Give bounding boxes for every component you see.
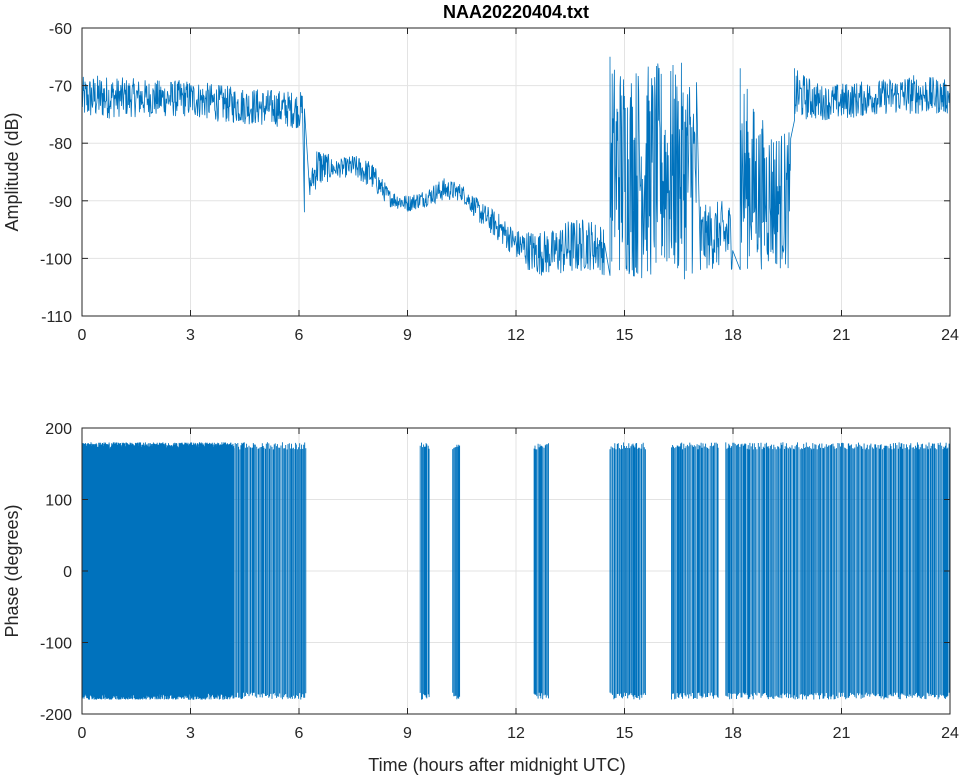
phase-x-tick-label: 6 xyxy=(295,725,304,742)
phase-wrapped-segment xyxy=(233,442,307,700)
phase-x-tick-label: 24 xyxy=(941,725,959,742)
amplitude-y-tick-label: -60 xyxy=(49,21,72,38)
amplitude-x-tick-label: 9 xyxy=(403,327,412,344)
amplitude-x-tick-label: 18 xyxy=(724,327,742,344)
amplitude-y-tick-label: -90 xyxy=(49,194,72,211)
phase-x-tick-label: 0 xyxy=(78,725,87,742)
phase-x-tick-label: 9 xyxy=(403,725,412,742)
amplitude-line xyxy=(81,56,951,280)
phase-wrapped-segment xyxy=(81,442,235,700)
phase-wrapped-segment xyxy=(725,442,849,700)
phase-y-tick-label: 200 xyxy=(45,421,72,438)
amplitude-x-tick-label: 0 xyxy=(78,327,87,344)
amplitude-series xyxy=(81,56,951,280)
amplitude-y-tick-label: -110 xyxy=(41,309,72,326)
phase-x-ticks: 0 3 6 9 12 15 18 21 24 xyxy=(78,428,959,742)
amplitude-x-tick-label: 6 xyxy=(295,327,304,344)
phase-y-tick-label: 0 xyxy=(63,564,72,581)
amplitude-x-tick-label: 3 xyxy=(186,327,195,344)
phase-y-ticks: 200 100 0 -100 -200 xyxy=(40,421,950,724)
phase-wrapped-segment xyxy=(609,442,646,700)
phase-wrapped-segment xyxy=(671,442,719,700)
amplitude-x-tick-label: 21 xyxy=(833,327,851,344)
amplitude-panel: 0 3 6 9 12 15 18 21 24 -60 -70 -80 -90 -100 -110 NAA2… xyxy=(2,2,959,344)
phase-panel: 0 3 6 9 12 15 18 21 24 200 100 0 -100 -200 Time (hou… xyxy=(2,421,959,775)
amplitude-x-tick-label: 12 xyxy=(507,327,525,344)
amplitude-y-tick-label: -100 xyxy=(40,251,72,268)
phase-x-axis-title: Time (hours after midnight UTC) xyxy=(368,755,625,775)
amplitude-x-tick-label: 24 xyxy=(941,327,959,344)
amplitude-y-ticks: -60 -70 -80 -90 -100 -110 xyxy=(40,21,950,326)
phase-x-tick-label: 3 xyxy=(186,725,195,742)
amplitude-chart-title: NAA20220404.txt xyxy=(443,2,589,22)
amplitude-x-ticks: 0 3 6 9 12 15 18 21 24 xyxy=(78,28,959,344)
amplitude-x-tick-label: 15 xyxy=(616,327,634,344)
amplitude-y-tick-label: -80 xyxy=(49,136,72,153)
phase-series xyxy=(81,442,950,700)
phase-x-tick-label: 18 xyxy=(724,725,742,742)
phase-wrapped-segment xyxy=(452,444,461,700)
phase-y-tick-label: -100 xyxy=(40,636,72,653)
amplitude-y-axis-title: Amplitude (dB) xyxy=(2,112,22,231)
phase-y-tick-label: -200 xyxy=(40,707,72,724)
phase-wrapped-segment xyxy=(533,443,549,700)
phase-x-tick-label: 12 xyxy=(507,725,525,742)
phase-y-tick-label: 100 xyxy=(45,493,72,510)
phase-wrapped-segment xyxy=(419,442,430,700)
phase-x-tick-label: 21 xyxy=(833,725,851,742)
phase-y-axis-title: Phase (degrees) xyxy=(2,504,22,637)
amplitude-y-tick-label: -70 xyxy=(49,79,72,96)
phase-x-tick-label: 15 xyxy=(616,725,634,742)
phase-wrapped-segment xyxy=(848,442,950,700)
